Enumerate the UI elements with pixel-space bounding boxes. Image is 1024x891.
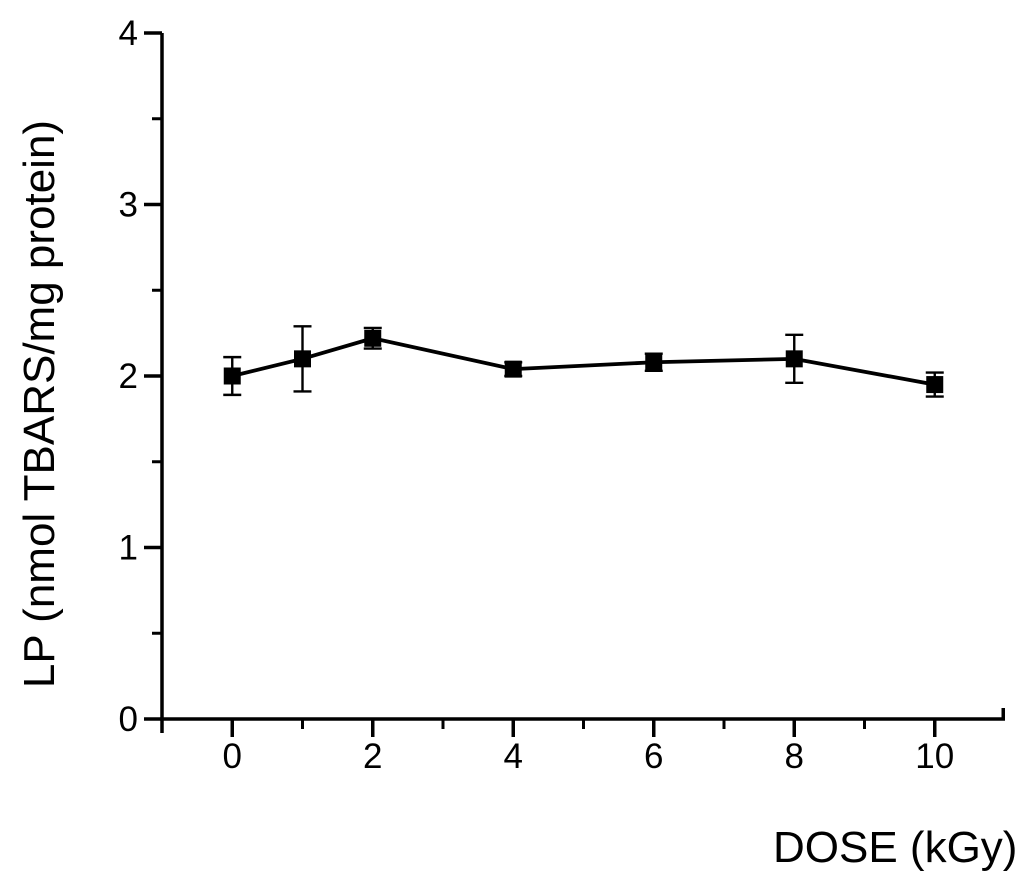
x-axis-title: DOSE (kGy) bbox=[773, 823, 1018, 872]
y-axis-title: LP (nmol TBARS/mg protein) bbox=[14, 119, 64, 689]
data-point-marker bbox=[504, 360, 522, 378]
data-line bbox=[231, 336, 936, 387]
data-point-marker bbox=[294, 350, 311, 368]
data-point-marker bbox=[926, 376, 944, 394]
data-point-marker bbox=[364, 329, 382, 347]
y-tick-label: 4 bbox=[119, 14, 138, 53]
x-tick-label: 2 bbox=[363, 737, 382, 776]
x-tick-label: 6 bbox=[644, 737, 663, 776]
x-tick-label: 4 bbox=[504, 737, 523, 776]
x-tick-label: 8 bbox=[785, 737, 804, 776]
x-tick-label: 0 bbox=[223, 737, 242, 776]
data-point-marker bbox=[223, 367, 241, 385]
data-point-marker bbox=[645, 353, 663, 371]
data-point-marker bbox=[785, 350, 803, 368]
y-tick-label: 0 bbox=[119, 700, 138, 739]
x-tick-label: 10 bbox=[915, 737, 954, 776]
y-tick-label: 2 bbox=[119, 357, 138, 396]
y-tick-label: 1 bbox=[119, 529, 138, 568]
y-tick-label: 3 bbox=[119, 186, 138, 225]
